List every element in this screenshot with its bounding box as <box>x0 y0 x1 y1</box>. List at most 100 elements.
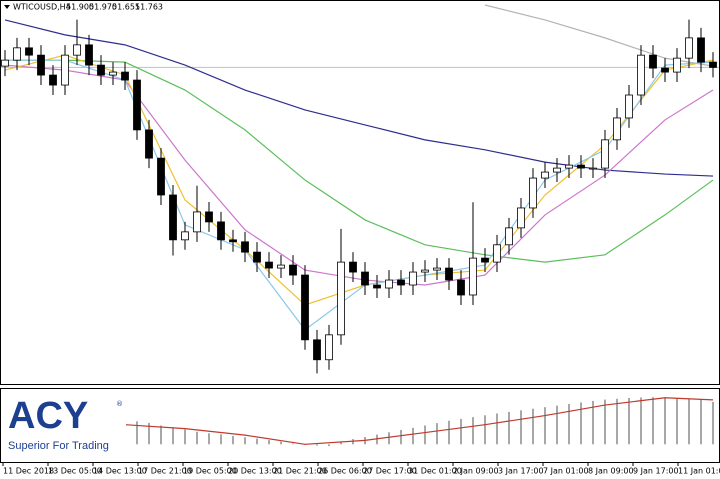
histogram-bar <box>652 397 654 445</box>
histogram-bar <box>640 397 642 445</box>
candle-body <box>145 129 153 159</box>
histogram-bar <box>256 438 258 445</box>
candle-body <box>205 211 213 223</box>
header-arrow <box>4 5 10 9</box>
x-tick-label: 21 Dec 21:00 <box>273 467 327 476</box>
histogram-bar <box>508 411 510 445</box>
x-tick-label: 2 Jan 09:00 <box>453 467 499 476</box>
candle-body <box>541 171 549 179</box>
x-tick-label: 14 Dec 13:00 <box>93 467 147 476</box>
candle-body <box>157 157 165 196</box>
candle-body <box>217 221 225 241</box>
quote-close: 51.763 <box>135 3 163 12</box>
main-plot <box>1 4 719 374</box>
histogram-bar <box>460 418 462 445</box>
histogram-bar <box>232 435 234 445</box>
histogram-bar <box>568 404 570 445</box>
x-tick-label: 20 Dec 13:00 <box>228 467 282 476</box>
candle-body <box>301 274 309 341</box>
histogram-bar <box>220 434 222 445</box>
candle-body <box>697 37 705 63</box>
histogram-bar <box>388 432 390 445</box>
candle-body <box>289 264 297 276</box>
logo-name: ACY <box>8 395 88 437</box>
histogram-bar <box>556 405 558 445</box>
candle-body <box>613 117 621 141</box>
histogram-bar <box>400 429 402 445</box>
candle-body <box>673 57 681 73</box>
quote-open: 51.900 <box>66 3 94 12</box>
candle-body <box>589 167 597 170</box>
histogram-bar <box>496 413 498 445</box>
candle-body <box>553 167 561 173</box>
candle-body <box>85 44 93 66</box>
histogram-bar <box>208 433 210 445</box>
histogram-bar <box>628 398 630 445</box>
histogram-bar <box>676 398 678 445</box>
x-tick-label: 11 Jan 01:00 <box>678 467 720 476</box>
oscillator-plot <box>124 397 714 447</box>
histogram-bar <box>412 427 414 445</box>
candle-body <box>253 251 261 263</box>
candle-body <box>25 47 33 56</box>
histogram-bar <box>700 399 702 445</box>
candle-body <box>625 94 633 119</box>
histogram-bar <box>484 415 486 445</box>
candle-body <box>229 239 237 243</box>
histogram-bar <box>244 437 246 445</box>
quote-low: 51.651 <box>112 3 140 12</box>
histogram-bar <box>532 408 534 445</box>
x-tick-label: 3 Jan 17:00 <box>498 467 544 476</box>
histogram-bar <box>160 425 162 445</box>
candle-body <box>61 54 69 86</box>
histogram-bar <box>184 429 186 445</box>
candle-body <box>313 339 321 361</box>
histogram-bar <box>616 398 618 445</box>
candle-body <box>565 164 573 169</box>
histogram-bar <box>196 431 198 445</box>
histogram-bar <box>172 427 174 445</box>
candle-body <box>109 71 117 76</box>
candle-body <box>433 267 441 271</box>
x-tick-label: 26 Dec 06:00 <box>318 467 372 476</box>
candle-body <box>661 67 669 73</box>
candle-body <box>73 44 81 56</box>
x-tick-label: 9 Jan 17:00 <box>633 467 679 476</box>
candle-body <box>349 261 357 273</box>
histogram-bar <box>436 423 438 445</box>
x-tick-label: 19 Dec 05:00 <box>183 467 237 476</box>
candle-body <box>133 79 141 131</box>
candle-body <box>517 207 525 229</box>
histogram-bar <box>280 441 282 445</box>
candle-body <box>265 261 273 269</box>
candle-body <box>181 231 189 241</box>
histogram-bar <box>664 397 666 445</box>
candle-body <box>373 284 381 289</box>
candle-body <box>649 54 657 69</box>
candle-body <box>121 71 129 81</box>
x-tick-label: 17 Dec 21:00 <box>138 467 192 476</box>
candle-body <box>445 267 453 281</box>
histogram-bar <box>448 420 450 445</box>
candle-body <box>409 271 417 286</box>
candle-body <box>385 279 393 289</box>
candle-body <box>397 279 405 286</box>
candle-body <box>709 61 717 68</box>
x-tick-label: 31 Dec 01:00 <box>408 467 462 476</box>
histogram-bar <box>472 417 474 445</box>
histogram-bar <box>592 400 594 445</box>
main-panel <box>0 0 720 385</box>
logo-tagline: Superior For Trading <box>8 440 109 452</box>
histogram-bar <box>376 434 378 445</box>
candle-body <box>469 257 477 296</box>
candle-body <box>97 64 105 76</box>
header: WTICOUSD,H4 51.900 51.970 51.651 51.763 <box>4 3 163 12</box>
symbol: WTICOUSD,H4 <box>13 3 71 12</box>
candle-body <box>457 279 465 296</box>
histogram-bar <box>136 421 138 445</box>
candle-body <box>337 261 345 336</box>
candle-body <box>505 227 513 246</box>
histogram-bar <box>316 444 318 446</box>
